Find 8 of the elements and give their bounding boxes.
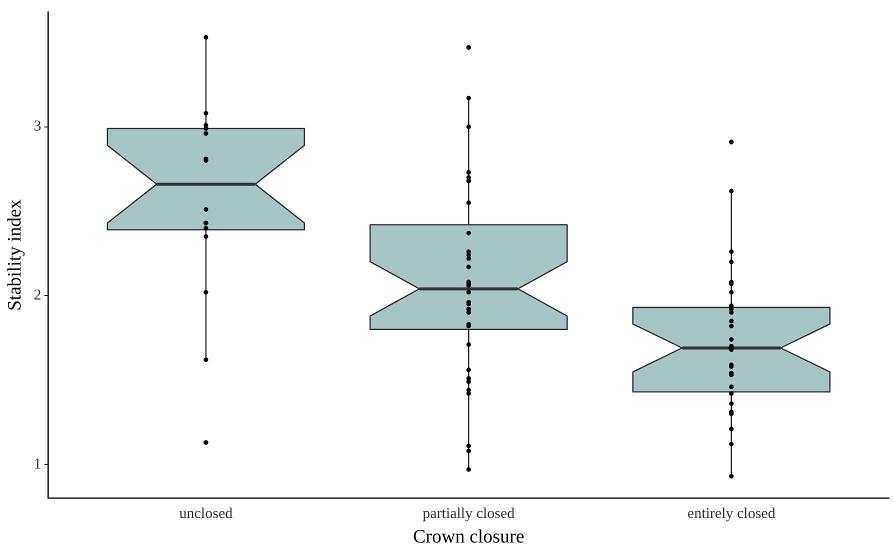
y-tick-label: 1: [34, 456, 42, 472]
y-axis-title: Stability index: [4, 198, 26, 311]
x-axis-title: Crown closure: [412, 526, 524, 548]
x-tick-label: partially closed: [422, 506, 516, 522]
y-tick-label: 2: [34, 288, 42, 304]
x-tick-label: unclosed: [179, 506, 234, 522]
y-tick-label: 3: [34, 118, 42, 135]
x-tick-label: entirely closed: [687, 506, 776, 522]
